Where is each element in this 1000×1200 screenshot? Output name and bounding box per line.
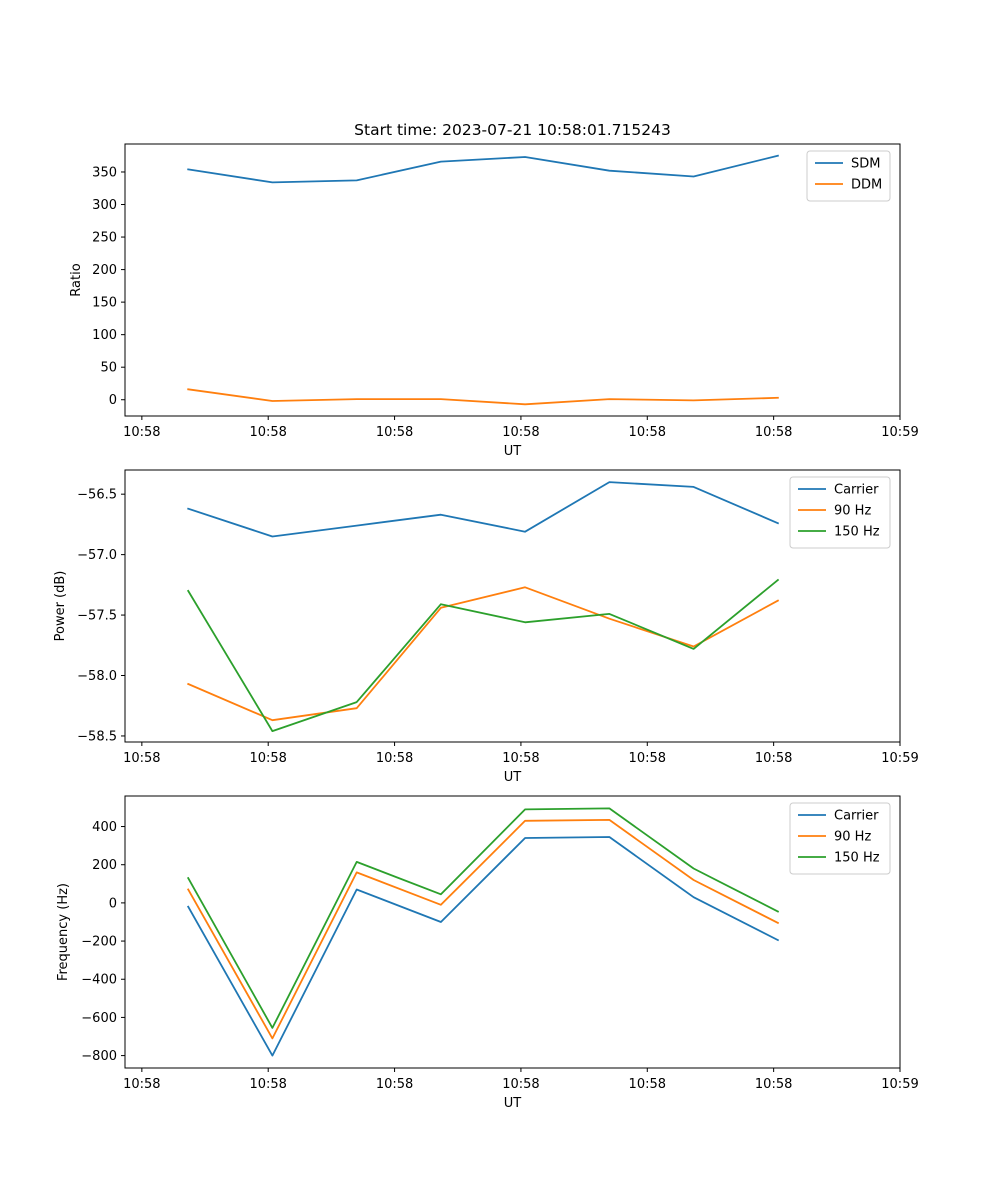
- series-line-ddm: [187, 388, 779, 406]
- frequency-panel: 10:58 10:58 10:58 10:58 10:58 10:58 10:59−800−…: [56, 795, 919, 1111]
- series-line-carrier: [186, 836, 780, 1057]
- y-axis-label: Ratio: [69, 263, 84, 296]
- x-axis-ticks: 10:58 10:58 10:58 10:58 10:58 10:58 10:59: [123, 1068, 919, 1092]
- axes-frame: [124, 795, 901, 1069]
- y-tick-label: −400: [81, 973, 117, 988]
- series-lines: [187, 154, 779, 406]
- x-tick-label: 10:58: [123, 425, 160, 440]
- axes-frame: [124, 469, 901, 743]
- series-line-150-hz: [186, 807, 780, 1029]
- y-tick-label: 0: [109, 896, 117, 911]
- legend-label-150-hz: 150 Hz: [834, 525, 880, 540]
- y-tick-label: 150: [92, 296, 117, 311]
- y-tick-label: 200: [92, 858, 117, 873]
- x-tick-label: 10:58: [755, 751, 792, 766]
- x-tick-label: 10:58: [249, 1077, 286, 1092]
- series-line-90-hz: [187, 586, 780, 722]
- legend-label-150-hz: 150 Hz: [834, 851, 880, 866]
- series-line-carrier: [187, 481, 780, 538]
- x-tick-label: 10:58: [123, 751, 160, 766]
- y-tick-label: 50: [100, 361, 117, 376]
- x-tick-label: 10:58: [755, 425, 792, 440]
- y-axis-ticks: −58.5 −58.0 −57.5 −57.0 −56.5: [77, 488, 125, 744]
- x-axis-label: UT: [504, 770, 522, 785]
- x-tick-label: 10:59: [881, 751, 918, 766]
- y-tick-label: 400: [92, 820, 117, 835]
- legend-label-90-hz: 90 Hz: [834, 504, 871, 519]
- y-tick-label: −800: [81, 1049, 117, 1064]
- x-tick-label: 10:58: [629, 1077, 666, 1092]
- y-tick-label: −58.0: [77, 669, 117, 684]
- x-tick-label: 10:58: [376, 1077, 413, 1092]
- x-axis-label: UT: [504, 444, 522, 459]
- x-tick-label: 10:58: [502, 751, 539, 766]
- series-line-90-hz: [186, 819, 780, 1040]
- series-line-150-hz: [186, 578, 780, 732]
- legend: Carrier 90 Hz 150 Hz: [789, 802, 891, 875]
- y-tick-label: −57.0: [77, 548, 117, 563]
- y-tick-label: 250: [92, 231, 117, 246]
- series-lines: [186, 807, 780, 1057]
- series-line-sdm: [187, 154, 779, 184]
- y-axis-label: Power (dB): [53, 571, 68, 642]
- x-tick-label: 10:58: [123, 1077, 160, 1092]
- legend-label-sdm: SDM: [851, 157, 880, 172]
- x-tick-label: 10:58: [629, 425, 666, 440]
- x-tick-label: 10:58: [249, 751, 286, 766]
- legend: SDM DDM: [806, 150, 891, 202]
- y-tick-label: 100: [92, 328, 117, 343]
- y-tick-label: −600: [81, 1011, 117, 1026]
- y-tick-label: 200: [92, 263, 117, 278]
- y-tick-label: −58.5: [77, 729, 117, 744]
- series-lines: [186, 481, 780, 732]
- legend-label-ddm: DDM: [851, 178, 882, 193]
- y-axis-ticks: 0 50 100 150 200 250 300 350: [92, 165, 125, 408]
- x-tick-label: 10:59: [881, 425, 918, 440]
- y-tick-label: 350: [92, 165, 117, 180]
- x-tick-label: 10:58: [755, 1077, 792, 1092]
- y-tick-label: 0: [109, 393, 117, 408]
- legend-label-90-hz: 90 Hz: [834, 830, 871, 845]
- y-tick-label: −56.5: [77, 488, 117, 503]
- legend-label-carrier: Carrier: [834, 809, 879, 824]
- y-tick-label: −57.5: [77, 609, 117, 624]
- x-axis-ticks: 10:58 10:58 10:58 10:58 10:58 10:58 10:59: [123, 742, 919, 766]
- chart-title: Start time: 2023-07-21 10:58:01.715243: [354, 121, 671, 139]
- x-tick-label: 10:58: [376, 425, 413, 440]
- x-tick-label: 10:58: [502, 1077, 539, 1092]
- y-axis-label: Frequency (Hz): [56, 883, 71, 981]
- x-tick-label: 10:58: [502, 425, 539, 440]
- y-tick-label: 300: [92, 198, 117, 213]
- legend-label-carrier: Carrier: [834, 483, 879, 498]
- y-tick-label: −200: [81, 935, 117, 950]
- legend: Carrier 90 Hz 150 Hz: [789, 476, 891, 549]
- y-axis-ticks: −800 −600 −400 −200 0 200 400: [81, 820, 125, 1064]
- x-tick-label: 10:59: [881, 1077, 918, 1092]
- x-tick-label: 10:58: [376, 751, 413, 766]
- x-axis-label: UT: [504, 1096, 522, 1111]
- power-panel: 10:58 10:58 10:58 10:58 10:58 10:58 10:59 −58.5…: [53, 469, 919, 785]
- ratio-panel: 10:58 10:58 10:58 10:58 10:58 10:58 10:59 0 50 10…: [69, 143, 919, 459]
- x-axis-ticks: 10:58 10:58 10:58 10:58 10:58 10:58 10:59: [123, 416, 919, 440]
- axes-frame: [124, 143, 901, 417]
- x-tick-label: 10:58: [629, 751, 666, 766]
- x-tick-label: 10:58: [249, 425, 286, 440]
